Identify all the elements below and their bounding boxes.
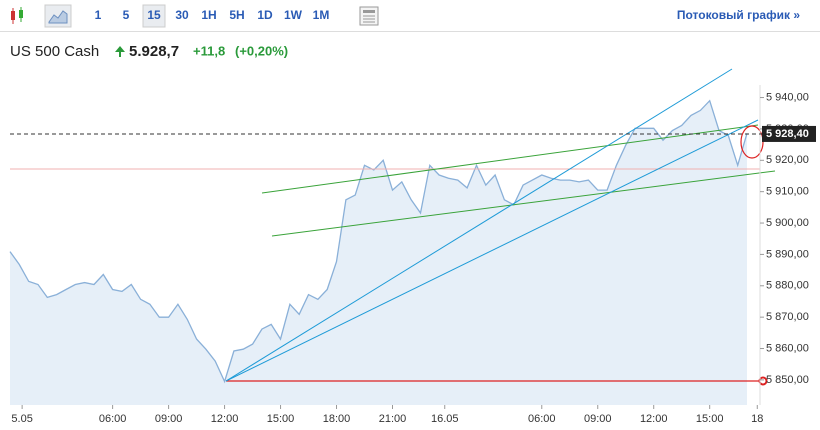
- x-tick-label: 15:00: [696, 413, 724, 425]
- selected-interval: [142, 4, 166, 28]
- interval-button[interactable]: 30: [175, 8, 189, 22]
- x-tick-label: 06:00: [528, 413, 556, 425]
- y-tick-label: 5 910,00: [766, 186, 809, 198]
- plot: Investing.com5 850,005 860,005 870,005 8…: [9, 68, 816, 425]
- y-tick-label: 5 920,00: [766, 154, 809, 166]
- toolbar-border: [0, 31, 820, 32]
- y-tick-label: 5 940,00: [766, 91, 809, 103]
- x-tick-label: 18: [751, 413, 763, 425]
- stream-link[interactable]: Потоковый график »: [677, 8, 800, 22]
- interval-button[interactable]: 1M: [313, 8, 330, 22]
- interval-button[interactable]: 5H: [229, 8, 244, 22]
- x-tick-label: 21:00: [379, 413, 407, 425]
- x-tick-label: 06:00: [99, 413, 127, 425]
- y-tick-label: 5 880,00: [766, 280, 809, 292]
- interval-button[interactable]: 1H: [201, 8, 216, 22]
- table-icon[interactable]: [359, 6, 379, 26]
- icon-part: [48, 10, 68, 24]
- trend-line: [225, 68, 733, 382]
- trend-line: [271, 170, 776, 237]
- y-tick-label: 5 870,00: [766, 311, 809, 323]
- interval-button[interactable]: 1: [95, 8, 102, 22]
- quote: US 500 Cash 5.928,7 +11,8 (+0,20%): [10, 43, 288, 60]
- x-tick-label: 16.05: [431, 413, 459, 425]
- y-tick-label: 5 860,00: [766, 342, 809, 354]
- x-tick-label: 18:00: [323, 413, 351, 425]
- y-tick-label: 5 900,00: [766, 217, 809, 229]
- trend-line: [261, 124, 759, 194]
- icon-part: [11, 11, 15, 20]
- area-fill: [10, 100, 747, 405]
- interval-button[interactable]: 1D: [257, 8, 273, 22]
- up-arrow: [115, 46, 125, 57]
- trend-line: [225, 119, 759, 382]
- toolbar: 1 5 15 30 1H 5H 1D 1W 1M Потоковый графи…: [0, 4, 820, 32]
- marker-circle: [740, 125, 764, 159]
- price: 5.928,7: [129, 43, 179, 60]
- interval-button[interactable]: 1W: [284, 8, 303, 22]
- price-line: [9, 99, 748, 384]
- symbol: US 500 Cash: [10, 43, 99, 60]
- change-pct: (+0,20%): [235, 43, 288, 58]
- interval-button[interactable]: 15: [147, 8, 161, 22]
- x-tick-label: 12:00: [211, 413, 239, 425]
- x-tick-label: 15:00: [267, 413, 295, 425]
- interval-button[interactable]: 5: [123, 8, 130, 22]
- candle-icon[interactable]: [11, 7, 23, 24]
- x-tick-label: 09:00: [155, 413, 183, 425]
- icon-part: [19, 10, 23, 18]
- change: +11,8: [193, 43, 225, 58]
- last-price-box: [762, 125, 816, 142]
- x-tick-label: 09:00: [584, 413, 612, 425]
- x-tick-label: 5.05: [11, 413, 32, 425]
- x-tick-label: 12:00: [640, 413, 668, 425]
- y-tick-label: 5 850,00: [766, 374, 809, 386]
- y-tick-label: 5 890,00: [766, 248, 809, 260]
- icon-part: [363, 10, 375, 13]
- last-price-label: 5 928,40: [766, 128, 809, 140]
